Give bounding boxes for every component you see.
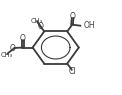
Text: O: O <box>38 22 44 31</box>
Text: O: O <box>20 34 26 43</box>
Text: O: O <box>9 44 15 53</box>
Text: O: O <box>70 12 76 21</box>
Text: CH₃: CH₃ <box>1 52 13 59</box>
Text: Cl: Cl <box>68 67 76 76</box>
Text: OH: OH <box>83 21 95 30</box>
Text: CH₃: CH₃ <box>30 18 42 24</box>
